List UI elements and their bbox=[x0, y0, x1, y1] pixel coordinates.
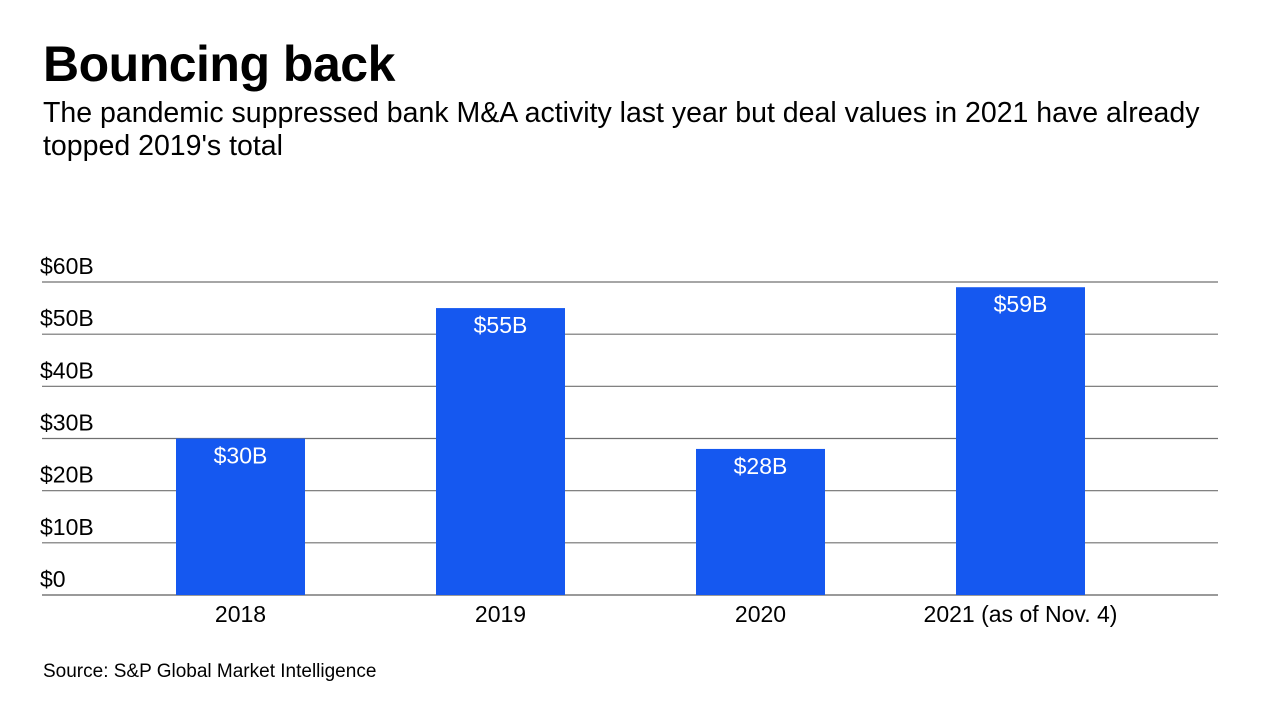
y-tick-label: $40B bbox=[40, 357, 94, 383]
data-label: $55B bbox=[474, 312, 528, 338]
y-tick-label: $60B bbox=[40, 253, 94, 279]
chart-subtitle: The pandemic suppressed bank M&A activit… bbox=[43, 97, 1200, 162]
source-note: Source: S&P Global Market Intelligence bbox=[43, 661, 377, 682]
x-tick-label: 2019 bbox=[475, 601, 526, 627]
y-tick-label: $0 bbox=[40, 566, 66, 592]
y-tick-label: $50B bbox=[40, 305, 94, 331]
chart-title: Bouncing back bbox=[43, 36, 395, 92]
bar-2020 bbox=[696, 448, 825, 595]
bar-2018 bbox=[176, 438, 305, 595]
bar-2019 bbox=[436, 308, 565, 595]
y-tick-label: $10B bbox=[40, 514, 94, 540]
data-labels: $30B $55B $28B $59B bbox=[214, 291, 1048, 479]
x-tick-label: 2018 bbox=[215, 601, 266, 627]
x-tick-label: 2021 (as of Nov. 4) bbox=[924, 601, 1118, 627]
y-axis-ticks: $0 $10B $20B $30B $40B $50B $60B bbox=[40, 253, 94, 592]
data-label: $59B bbox=[994, 291, 1048, 317]
data-label: $28B bbox=[734, 453, 788, 479]
y-tick-label: $30B bbox=[40, 410, 94, 436]
bar-2021 bbox=[956, 287, 1085, 595]
x-axis-ticks: 2018 2019 2020 2021 (as of Nov. 4) bbox=[215, 601, 1118, 627]
data-label: $30B bbox=[214, 443, 268, 469]
bars bbox=[176, 287, 1085, 595]
x-tick-label: 2020 bbox=[735, 601, 786, 627]
y-tick-label: $20B bbox=[40, 462, 94, 488]
